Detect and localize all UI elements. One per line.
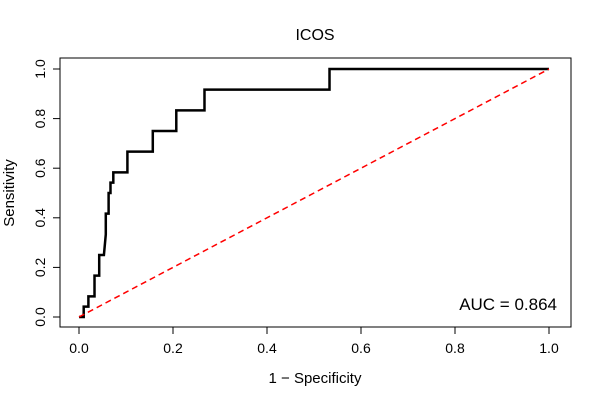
reference-diagonal-line [78,68,550,318]
y-axis-label: Sensitivity [1,159,18,227]
x-tick-label: 0.8 [445,340,465,356]
y-tick-label: 1.0 [32,59,48,79]
x-tick-label: 0.0 [69,340,89,356]
x-tick-label: 0.4 [257,340,277,356]
y-tick-label: 0.8 [32,109,48,129]
x-tick-label: 1.0 [539,340,559,356]
series-layer [78,67,550,319]
y-tick-label: 0.4 [32,208,48,228]
auc-annotation: AUC = 0.864 [459,295,557,314]
x-axis: 0.0 0.2 0.4 0.6 0.8 1.0 [69,326,559,356]
x-tick-label: 0.6 [351,340,371,356]
chart-title: ICOS [295,27,334,44]
y-tick-label: 0.2 [32,257,48,277]
x-axis-label: 1 − Specificity [269,370,362,387]
x-tick-label: 0.2 [163,340,183,356]
y-tick-label: 0.0 [32,307,48,327]
y-tick-label: 0.6 [32,158,48,178]
y-axis: 0.0 0.2 0.4 0.6 0.8 1.0 [32,59,61,327]
roc-curve-line [79,67,549,319]
